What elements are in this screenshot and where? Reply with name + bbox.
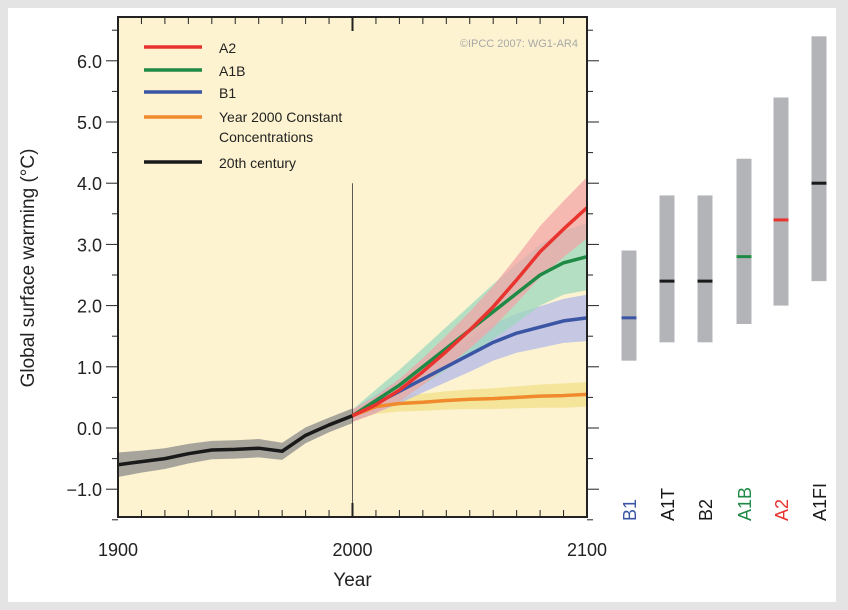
- best-estimate-mark-a1t: [659, 279, 675, 283]
- legend-label: Year 2000 Constant: [219, 109, 342, 125]
- legend-label-line2: Concentrations: [219, 129, 313, 145]
- best-estimate-mark-a2: [773, 218, 789, 222]
- range-bar-a1b: [736, 158, 752, 324]
- range-bar-a1t: [659, 195, 675, 343]
- scenario-label-a2: A2: [772, 499, 792, 521]
- range-bar-a2: [773, 97, 789, 306]
- best-estimate-mark-b1: [621, 316, 637, 320]
- y-tick-label: 0.0: [77, 419, 102, 439]
- y-tick-label: 6.0: [77, 52, 102, 72]
- range-bar-a1fi: [811, 36, 827, 282]
- x-tick-label: 1900: [98, 540, 138, 560]
- scenario-label-a1t: A1T: [658, 488, 678, 521]
- legend-label: A1B: [219, 63, 245, 79]
- y-tick-label: 4.0: [77, 174, 102, 194]
- uncertainty-band-20th-century: [118, 408, 353, 477]
- range-bar-b1: [621, 250, 637, 361]
- best-estimate-mark-a1fi: [811, 181, 827, 185]
- legend-label: A2: [219, 40, 236, 56]
- y-axis-label: Global surface warming (°C): [18, 149, 39, 388]
- y-tick-label: 5.0: [77, 113, 102, 133]
- copyright-note: ©IPCC 2007: WG1-AR4: [460, 38, 578, 50]
- y-tick-label: 3.0: [77, 235, 102, 255]
- y-tick-label: 2.0: [77, 297, 102, 317]
- x-axis-label: Year: [333, 570, 372, 591]
- uncertainty-band-a2: [352, 177, 587, 422]
- range-bar-b2: [697, 195, 713, 343]
- legend-label: 20th century: [219, 155, 296, 171]
- scenario-label-a1b: A1B: [735, 487, 755, 521]
- x-tick-label: 2100: [567, 540, 607, 560]
- legend-label: B1: [219, 85, 236, 101]
- uncertainty-band-year-2000-constant-concentrations: [352, 382, 587, 422]
- scenario-label-b1: B1: [620, 499, 640, 521]
- scenario-label-a1fi: A1FI: [810, 483, 830, 521]
- best-estimate-mark-a1b: [736, 255, 752, 259]
- best-estimate-mark-b2: [697, 279, 713, 283]
- x-tick-label: 2000: [332, 540, 372, 560]
- y-tick-label: 1.0: [77, 358, 102, 378]
- y-tick-label: −1.0: [66, 480, 102, 500]
- scenario-label-b2: B2: [696, 499, 716, 521]
